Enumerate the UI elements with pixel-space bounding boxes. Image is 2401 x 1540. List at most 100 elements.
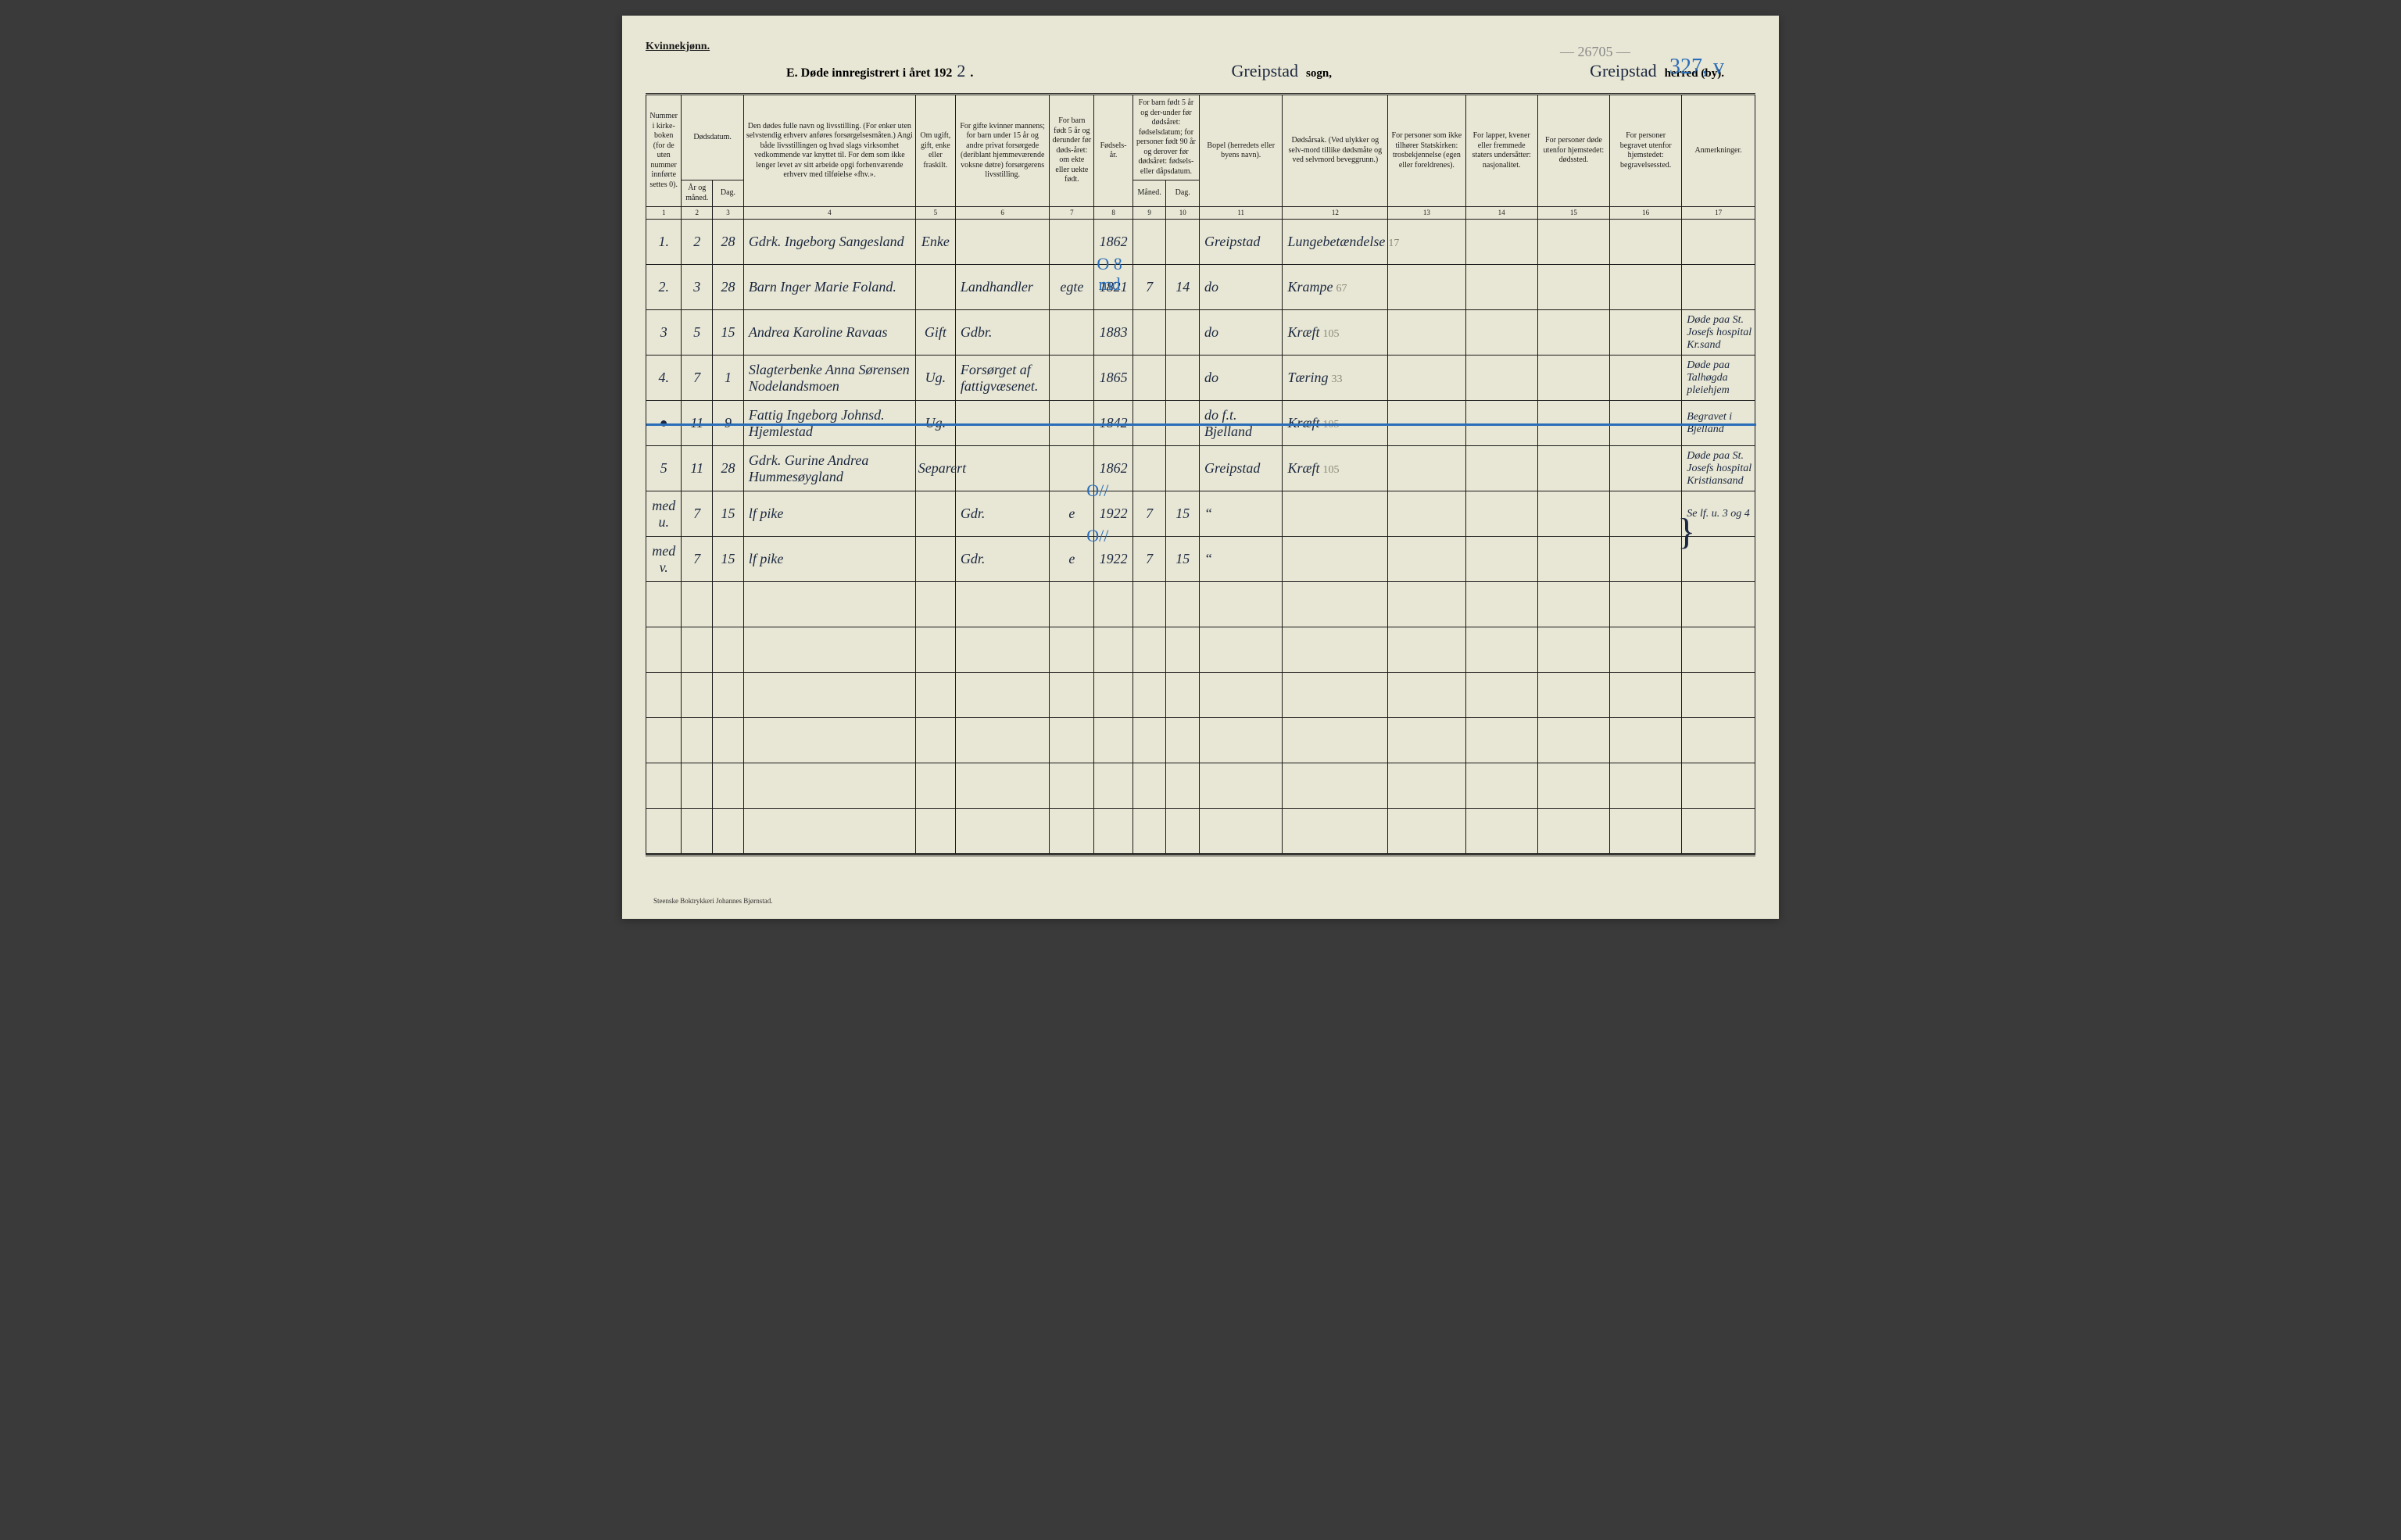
empty-cell: [1133, 582, 1166, 627]
table-row: 2.328Barn Inger Marie Foland.Landhandler…: [646, 265, 1755, 310]
cell-dodssted: [1537, 220, 1609, 265]
column-number: 7: [1050, 207, 1094, 220]
pencil-code: 105: [1322, 328, 1339, 340]
empty-cell: [1283, 673, 1388, 718]
cell-forsorger: [955, 446, 1050, 491]
empty-cell: [1166, 673, 1200, 718]
cell-ekte: [1050, 356, 1094, 401]
cell-stand: Enke: [915, 220, 955, 265]
col-navn: Den dødes fulle navn og livsstilling. (F…: [743, 95, 915, 207]
table-row: 1.228Gdrk. Ingeborg SangeslandEnke1862Gr…: [646, 220, 1755, 265]
empty-cell: [915, 627, 955, 673]
empty-cell: [1133, 718, 1166, 763]
empty-cell: [1166, 582, 1200, 627]
empty-cell: [1200, 627, 1283, 673]
column-number: 6: [955, 207, 1050, 220]
cell-nummer: med u.: [646, 491, 682, 537]
cell-nasjonalitet: [1465, 356, 1537, 401]
cell-aarsak: Kræft105: [1283, 446, 1388, 491]
cell-ekte: [1050, 310, 1094, 356]
cell-stand: Ug.: [915, 356, 955, 401]
cell-begravelse: [1610, 310, 1682, 356]
empty-cell: [1610, 763, 1682, 809]
col-dodsdatum: Dødsdatum.: [682, 95, 743, 180]
cell-bopel: do: [1200, 265, 1283, 310]
empty-cell: [1133, 763, 1166, 809]
cell-aarsak: Tæring33: [1283, 356, 1388, 401]
gender-heading-link[interactable]: Kvinnekjønn.: [646, 41, 710, 53]
empty-cell: [955, 763, 1050, 809]
cell-aarsak: Lungebetændelse17: [1283, 220, 1388, 265]
col-maaned-sub: Måned.: [1133, 180, 1166, 207]
col-tros: For personer som ikke tilhører Statskirk…: [1388, 95, 1465, 207]
cell-stand: [915, 491, 955, 537]
cell-anmerkninger: [1682, 265, 1755, 310]
table-head: Nummer i kirke-boken (for de uten nummer…: [646, 95, 1755, 220]
col-nummer: Nummer i kirke-boken (for de uten nummer…: [646, 95, 682, 207]
empty-cell: [1537, 627, 1609, 673]
empty-cell: [743, 627, 915, 673]
cell-fodselsaar: 1865: [1094, 356, 1133, 401]
empty-cell: [1465, 582, 1537, 627]
cell-navn: Gdrk. Ingeborg Sangesland: [743, 220, 915, 265]
table-body: 1.228Gdrk. Ingeborg SangeslandEnke1862Gr…: [646, 220, 1755, 854]
ledger-table: Nummer i kirke-boken (for de uten nummer…: [646, 95, 1755, 854]
cell-tros: [1388, 356, 1465, 401]
empty-cell: [1388, 809, 1465, 854]
empty-cell: [713, 763, 744, 809]
cell-dag2: [1166, 446, 1200, 491]
empty-cell: [1388, 673, 1465, 718]
title-period: .: [970, 66, 973, 80]
empty-cell: [1537, 673, 1609, 718]
empty-cell: [1050, 763, 1094, 809]
cell-nasjonalitet: [1465, 310, 1537, 356]
column-number: 15: [1537, 207, 1609, 220]
cell-nummer: 5: [646, 446, 682, 491]
table-row-empty: [646, 627, 1755, 673]
cell-fodselsaar: 1922O//: [1094, 537, 1133, 582]
empty-cell: [713, 809, 744, 854]
col-stand: Om ugift, gift, enke eller fraskilt.: [915, 95, 955, 207]
empty-cell: [1094, 718, 1133, 763]
empty-cell: [955, 627, 1050, 673]
cell-aarsak: Krampe67: [1283, 265, 1388, 310]
cell-dag2: 14: [1166, 265, 1200, 310]
empty-cell: [1682, 763, 1755, 809]
cell-dag: 28: [713, 446, 744, 491]
archival-number-pencil: — 26705 —: [1560, 44, 1630, 60]
column-number: 17: [1682, 207, 1755, 220]
empty-cell: [1200, 763, 1283, 809]
cell-tros: [1388, 491, 1465, 537]
empty-cell: [713, 627, 744, 673]
empty-cell: [1050, 673, 1094, 718]
cell-dodssted: [1537, 491, 1609, 537]
empty-cell: [713, 673, 744, 718]
cell-aar: 3: [682, 265, 713, 310]
cell-nummer: 3: [646, 310, 682, 356]
cell-bopel: Greipstad: [1200, 446, 1283, 491]
form-header: — 26705 — 327, v E. Døde innregistrert i…: [646, 61, 1755, 93]
cell-dag: 15: [713, 537, 744, 582]
cell-dag: 15: [713, 491, 744, 537]
cell-nummer: ●: [646, 401, 682, 446]
cell-forsorger: [955, 220, 1050, 265]
cell-aar: 7: [682, 537, 713, 582]
empty-cell: [1682, 582, 1755, 627]
cell-dodssted: [1537, 265, 1609, 310]
empty-cell: [1537, 582, 1609, 627]
cell-aar: 7: [682, 356, 713, 401]
empty-cell: [1133, 673, 1166, 718]
cell-maaned: [1133, 220, 1166, 265]
cell-forsorger: Forsørget af fattigvæsenet.: [955, 356, 1050, 401]
empty-cell: [1682, 627, 1755, 673]
empty-cell: [1166, 627, 1200, 673]
cell-nasjonalitet: [1465, 537, 1537, 582]
cell-tros: [1388, 265, 1465, 310]
cell-navn: Gdrk. Gurine Andrea Hummesøygland: [743, 446, 915, 491]
cell-anmerkninger: Døde paa St. Josefs hospital Kr.sand: [1682, 310, 1755, 356]
header-row-1: Nummer i kirke-boken (for de uten nummer…: [646, 95, 1755, 180]
form-title: E. Døde innregistrert i året 192: [786, 66, 952, 80]
cell-nasjonalitet: [1465, 491, 1537, 537]
table-row-empty: [646, 763, 1755, 809]
empty-cell: [1610, 673, 1682, 718]
